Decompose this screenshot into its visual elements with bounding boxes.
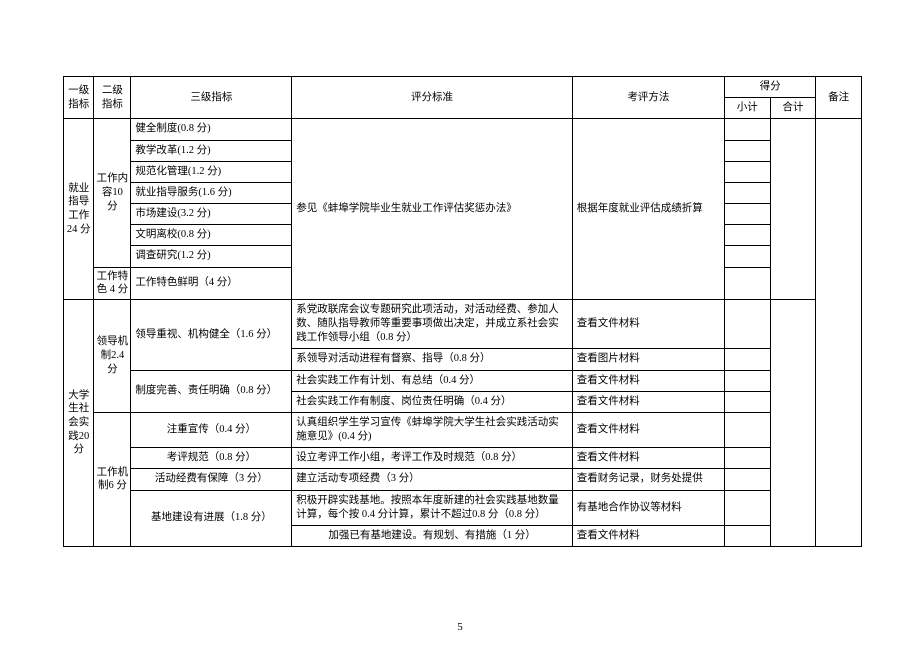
l3-item: 文明离校(0.8 分) (131, 225, 292, 246)
score-sub (724, 161, 770, 182)
page-number: 5 (0, 621, 920, 633)
criteria-cell: 社会实践工作有计划、有总结（0.4 分） (292, 370, 572, 391)
l3-item: 调查研究(1.2 分) (131, 246, 292, 267)
score-total (770, 299, 816, 546)
score-sub (724, 204, 770, 225)
criteria-cell: 加强已有基地建设。有规划、有措施（1 分） (292, 525, 572, 546)
method-cell: 查看文件材料 (572, 391, 724, 412)
th-criteria: 评分标准 (292, 77, 572, 119)
th-total: 合计 (770, 98, 816, 119)
method-cell: 查看文件材料 (572, 525, 724, 546)
l3-item: 制度完善、责任明确（0.8 分） (131, 370, 292, 412)
score-sub (724, 140, 770, 161)
score-sub (724, 469, 770, 490)
score-sub (724, 119, 770, 140)
l3-item: 考评规范（0.8 分） (131, 448, 292, 469)
l2-leadership: 领导机制2.4 分 (94, 299, 131, 412)
l3-item: 活动经费有保障（3 分） (131, 469, 292, 490)
l3-item: 教学改革(1.2 分) (131, 140, 292, 161)
l2-content: 工作内容10 分 (94, 119, 131, 267)
evaluation-table: 一级指标 二级指标 三级指标 评分标准 考评方法 得分 备注 小计 合计 就业指… (63, 76, 862, 547)
criteria-cell: 社会实践工作有制度、岗位责任明确（0.4 分） (292, 391, 572, 412)
score-sub (724, 349, 770, 370)
criteria-cell: 建立活动专项经费（3 分） (292, 469, 572, 490)
score-sub (724, 182, 770, 203)
l3-item: 基地建设有进展（1.8 分） (131, 490, 292, 547)
score-sub (724, 299, 770, 349)
criteria-cell: 设立考评工作小组，考评工作及时规范（0.8 分） (292, 448, 572, 469)
score-sub (724, 448, 770, 469)
l3-item: 注重宣传（0.4 分） (131, 412, 292, 447)
score-sub (724, 370, 770, 391)
th-note: 备注 (816, 77, 862, 119)
method-cell: 根据年度就业评估成绩折算 (572, 119, 724, 299)
l3-item: 领导重视、机构健全（1.6 分） (131, 299, 292, 370)
l3-item: 规范化管理(1.2 分) (131, 161, 292, 182)
l1-practice: 大学生社会实践20 分 (64, 299, 94, 546)
l2-feature: 工作特色 4 分 (94, 267, 131, 299)
score-sub (724, 412, 770, 447)
method-cell: 查看财务记录，财务处提供 (572, 469, 724, 490)
th-subtotal: 小计 (724, 98, 770, 119)
method-cell: 查看文件材料 (572, 412, 724, 447)
criteria-cell: 积极开辟实践基地。按照本年度新建的社会实践基地数量计算，每个按 0.4 分计算，… (292, 490, 572, 525)
th-level2: 二级指标 (94, 77, 131, 119)
method-cell: 查看图片材料 (572, 349, 724, 370)
score-sub (724, 525, 770, 546)
method-cell: 查看文件材料 (572, 299, 724, 349)
score-sub (724, 267, 770, 299)
l2-workmech: 工作机制6 分 (94, 412, 131, 546)
method-cell: 有基地合作协议等材料 (572, 490, 724, 525)
l3-item: 工作特色鲜明（4 分） (131, 267, 292, 299)
score-total (770, 119, 816, 299)
method-cell: 查看文件材料 (572, 448, 724, 469)
l3-item: 就业指导服务(1.6 分) (131, 182, 292, 203)
l1-employment: 就业指导工作24 分 (64, 119, 94, 299)
criteria-cell: 认真组织学生学习宣传《蚌埠学院大学生社会实践活动实施意见》(0.4 分) (292, 412, 572, 447)
method-cell: 查看文件材料 (572, 370, 724, 391)
th-level1: 一级指标 (64, 77, 94, 119)
score-sub (724, 490, 770, 525)
note-cell (816, 119, 862, 547)
th-score: 得分 (724, 77, 815, 98)
score-sub (724, 391, 770, 412)
criteria-cell: 系党政联席会议专题研究此项活动，对活动经费、参加人数、随队指导教师等重要事项做出… (292, 299, 572, 349)
criteria-cell: 参见《蚌埠学院毕业生就业工作评估奖惩办法》 (292, 119, 572, 299)
score-sub (724, 246, 770, 267)
criteria-cell: 系领导对活动进程有督察、指导（0.8 分） (292, 349, 572, 370)
th-level3: 三级指标 (131, 77, 292, 119)
l3-item: 健全制度(0.8 分) (131, 119, 292, 140)
th-method: 考评方法 (572, 77, 724, 119)
l3-item: 市场建设(3.2 分) (131, 204, 292, 225)
score-sub (724, 225, 770, 246)
